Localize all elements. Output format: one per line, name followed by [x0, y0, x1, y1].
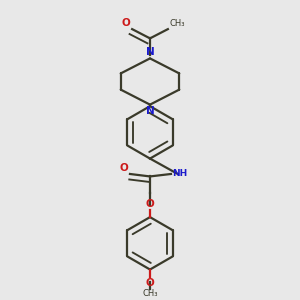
Text: N: N — [146, 106, 154, 116]
Text: O: O — [120, 163, 128, 173]
Text: O: O — [146, 278, 154, 288]
Text: O: O — [122, 18, 130, 28]
Text: CH₃: CH₃ — [169, 19, 184, 28]
Text: CH₃: CH₃ — [142, 289, 158, 298]
Text: NH: NH — [172, 169, 188, 178]
Text: O: O — [146, 200, 154, 209]
Text: N: N — [146, 47, 154, 57]
